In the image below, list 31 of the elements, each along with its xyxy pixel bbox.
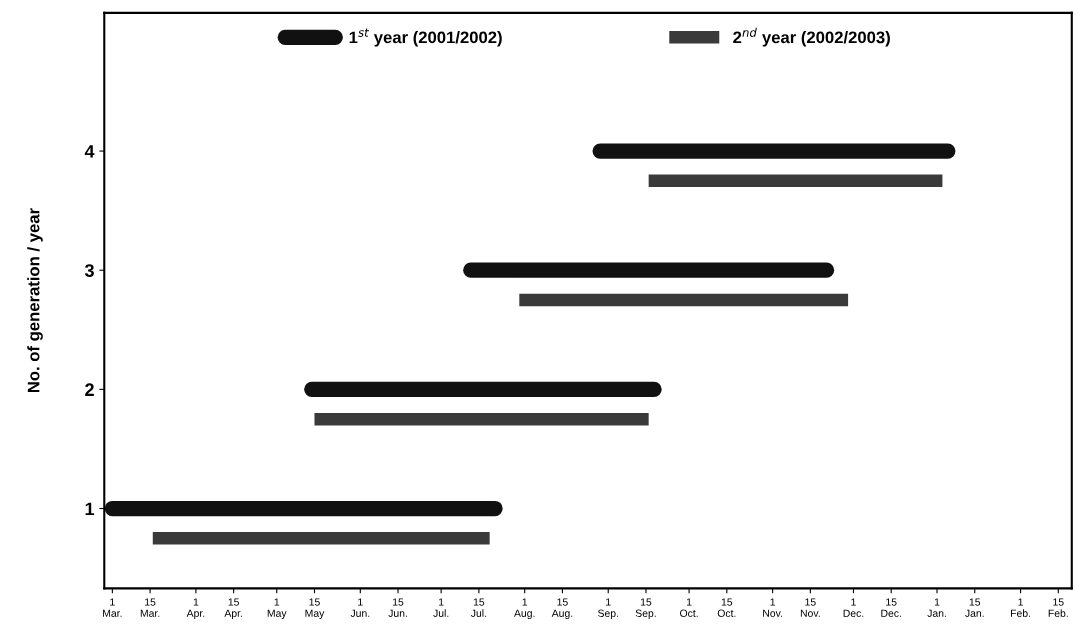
- y-tick-label: 4: [84, 145, 95, 158]
- x-tick-label: 15 Sep.: [635, 598, 656, 619]
- x-tick-label: 15 Dec.: [881, 598, 901, 617]
- x-tick-label: 1 Nov.: [763, 598, 783, 617]
- x-tick-label: 15 Jun.: [388, 598, 407, 617]
- x-tick-label: 15 Mar.: [140, 598, 160, 617]
- x-tick-label: 15 Jan.: [965, 598, 984, 617]
- x-tick-label: 1 Jul.: [433, 598, 449, 617]
- x-tick-label: 15 May: [305, 598, 325, 619]
- x-tick-label: 15 Oct.: [717, 598, 736, 617]
- x-tick-label: 1 Dec.: [843, 598, 864, 617]
- y-tick-label: 3: [84, 264, 94, 277]
- x-tick-label: 1 Apr.: [186, 598, 205, 619]
- legend-label: 1$^{st}$ year (2001/2002): [349, 28, 502, 47]
- y-tick-label: 1: [85, 502, 95, 516]
- x-tick-label: 1 Jan.: [927, 598, 946, 617]
- x-tick-label: 1 Oct.: [680, 598, 698, 617]
- x-tick-label: 1 Aug.: [514, 598, 535, 619]
- x-tick-label: 15 Jul.: [470, 598, 487, 617]
- x-tick-label: 15 Feb.: [1048, 598, 1068, 617]
- y-axis-title: No. of generation / year: [27, 208, 43, 393]
- x-tick-label: 1 Mar.: [103, 598, 122, 617]
- x-tick-label: 15 Aug.: [551, 598, 573, 619]
- x-tick-label: 1 Feb.: [1011, 598, 1031, 617]
- x-tick-label: 1 May: [267, 598, 287, 619]
- x-tick-label: 15 Apr.: [224, 598, 242, 619]
- x-tick-label: 15 Nov.: [800, 598, 820, 617]
- x-tick-label: 1 Sep.: [598, 598, 618, 619]
- y-tick-label: 2: [85, 383, 94, 396]
- legend-label: 2$^{nd}$ year (2002/2003): [733, 27, 890, 47]
- x-tick-label: 1 Jun.: [350, 598, 370, 617]
